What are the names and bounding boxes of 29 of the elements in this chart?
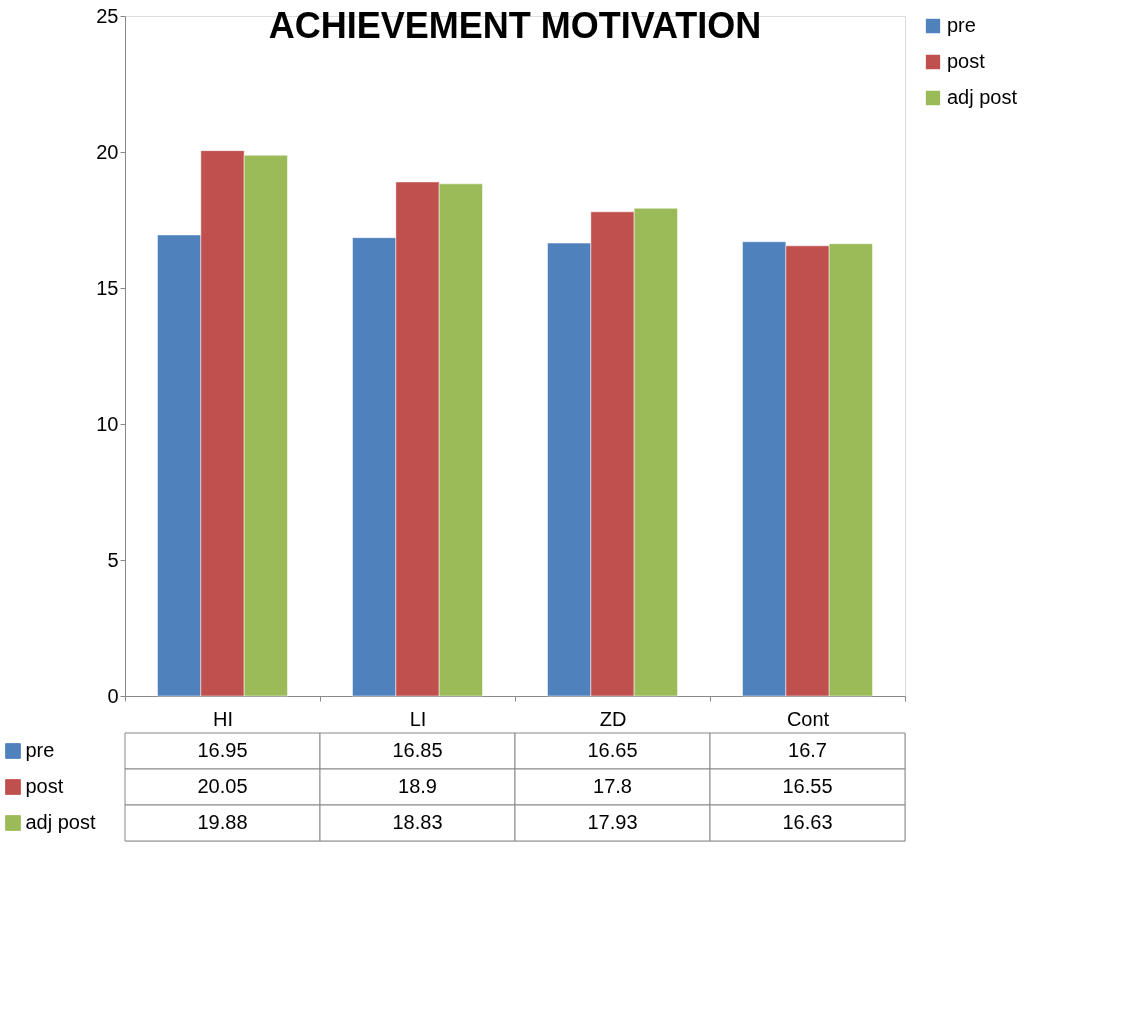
data-label: 20.05 [197, 775, 248, 797]
data-label: 17.93 [587, 811, 638, 833]
x-tick-label: Cont [786, 707, 830, 730]
y-tick-label: 25 [96, 4, 119, 27]
data-label: 16.65 [587, 739, 638, 761]
data-label: 19.88 [197, 811, 248, 833]
x-tick-label: LI [409, 707, 427, 730]
x-tick-label: ZD [599, 707, 627, 730]
data-label: 16.7 [788, 739, 827, 761]
y-tick-label: 0 [107, 684, 119, 707]
text: post [25, 775, 64, 797]
y-tick-label: 5 [107, 548, 119, 571]
data-label: 18.9 [398, 775, 437, 797]
x-tick-label: HI [213, 707, 233, 730]
legend-label: post [947, 50, 986, 72]
y-tick-label: 15 [96, 276, 119, 299]
data-label: 16.63 [782, 811, 833, 833]
data-label: 16.55 [782, 775, 833, 797]
legend-label: pre [25, 739, 55, 761]
y-tick-label: 10 [96, 412, 119, 435]
data-label: 16.95 [197, 739, 248, 761]
data-label: 16.85 [392, 739, 443, 761]
text: pre [947, 14, 976, 36]
chart-title: ACHIEVEMENT MOTIVATION [268, 5, 762, 46]
data-label: 17.8 [593, 775, 632, 797]
y-tick-label: 20 [96, 140, 119, 163]
text: adj post [25, 811, 96, 833]
data-label: 18.83 [392, 811, 443, 833]
legend-label: adj post [947, 86, 1018, 108]
